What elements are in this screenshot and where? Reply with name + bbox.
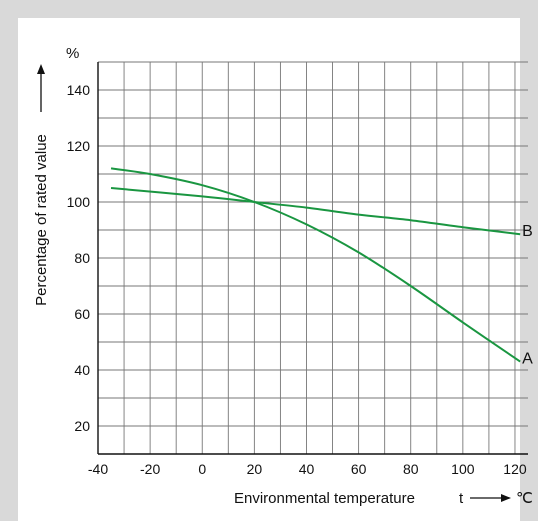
- x-unit-label: ℃: [516, 490, 533, 507]
- y-tick-label: 60: [74, 306, 90, 322]
- x-tick-labels: -40 -20 0 20 40 60 80 100 120: [88, 461, 527, 477]
- x-tick-label: 60: [351, 461, 367, 477]
- y-tick-label: 80: [74, 250, 90, 266]
- series-line-a: [110, 167, 521, 363]
- x-axis-arrow: [470, 494, 511, 502]
- x-tick-label: 120: [503, 461, 527, 477]
- axes: [97, 62, 528, 455]
- grid: [97, 61, 528, 455]
- x-tick-label: -40: [88, 461, 108, 477]
- y-tick-label: 20: [74, 418, 90, 434]
- y-axis-label: Percentage of rated value: [33, 134, 50, 306]
- y-tick-label: 120: [67, 138, 91, 154]
- series-line-b: [110, 187, 521, 236]
- series-lines: AB: [110, 167, 533, 368]
- x-tick-label: -20: [140, 461, 160, 477]
- x-tick-label: 0: [198, 461, 206, 477]
- x-axis-symbol: t: [459, 490, 464, 507]
- y-axis-arrow: [37, 64, 45, 112]
- series-label-a: A: [522, 351, 533, 368]
- y-tick-label: 140: [67, 82, 91, 98]
- y-tick-label: 100: [67, 194, 91, 210]
- x-tick-label: 100: [451, 461, 475, 477]
- x-tick-label: 80: [403, 461, 419, 477]
- series-label-b: B: [522, 223, 533, 240]
- x-tick-label: 40: [299, 461, 315, 477]
- y-tick-label: 40: [74, 362, 90, 378]
- y-unit-label: %: [66, 45, 79, 62]
- x-tick-label: 20: [247, 461, 263, 477]
- x-axis-label: Environmental temperature: [234, 490, 415, 507]
- y-tick-labels: 20 40 60 80 100 120 140: [67, 82, 91, 434]
